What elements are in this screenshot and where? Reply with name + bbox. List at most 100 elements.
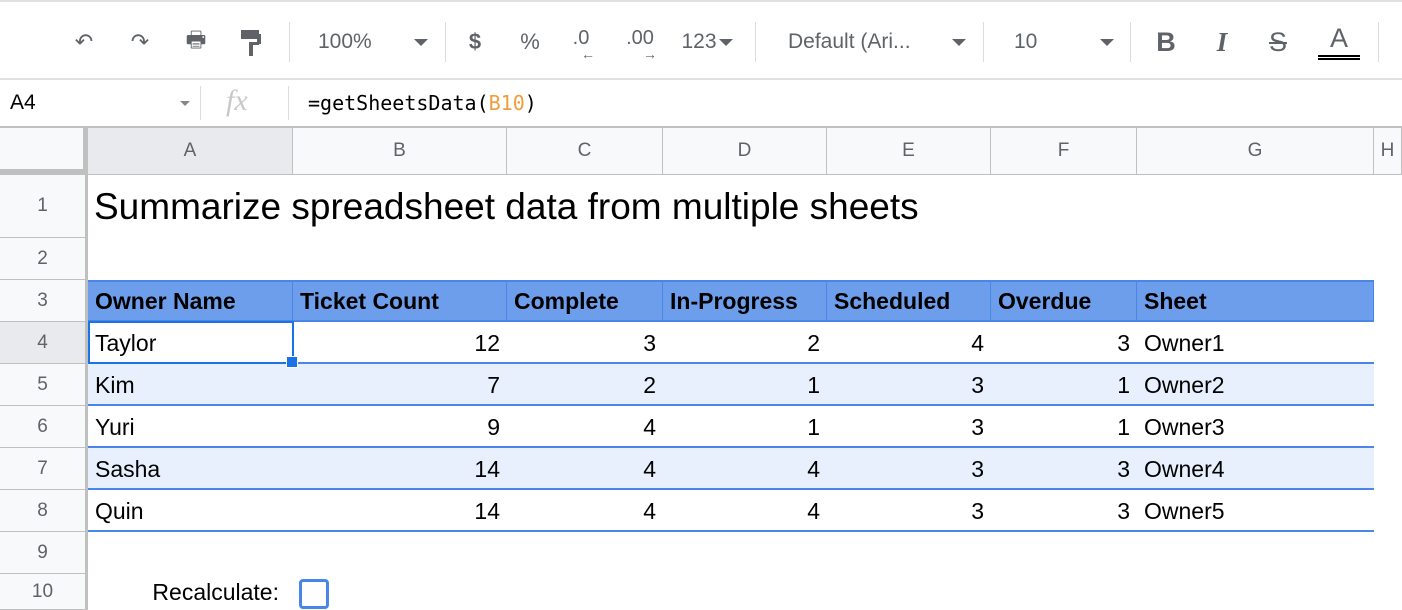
increase-decimal-label: .00 [626, 26, 654, 49]
decrease-decimal-button[interactable]: .0 ← [563, 26, 599, 62]
table-cell[interactable]: 9 [487, 413, 500, 440]
row-header-8[interactable]: 8 [0, 490, 88, 532]
table-cell[interactable]: 12 [474, 329, 500, 356]
name-box[interactable]: A4 [10, 80, 190, 126]
row-header-5[interactable]: 5 [0, 364, 88, 406]
table-cell[interactable]: 4 [643, 497, 656, 524]
column-header-a[interactable]: A [88, 128, 293, 174]
row-header-7[interactable]: 7 [0, 448, 88, 490]
table-cell[interactable]: Owner2 [1144, 371, 1225, 398]
formula-bar: A4 fx =getSheetsData(B10) [0, 80, 1402, 128]
table-header-cell[interactable]: Ticket Count [293, 280, 507, 322]
table-cell[interactable]: 1 [1117, 413, 1130, 440]
row-header-1[interactable]: 1 [0, 175, 88, 238]
table-cell[interactable]: 1 [807, 371, 820, 398]
row-header-3[interactable]: 3 [0, 280, 88, 322]
column-header-f[interactable]: F [991, 128, 1137, 174]
row-header-10[interactable]: 10 [0, 574, 88, 610]
toolbar: ↶ ↷ 🖶 100% $ % .0 ← .00 → 123 Default (Ari… [0, 0, 1402, 80]
table-cell[interactable]: Sasha [95, 455, 161, 482]
table-cell[interactable]: 4 [807, 455, 820, 482]
table-cell[interactable]: 4 [643, 455, 656, 482]
table-cell[interactable]: 14 [474, 455, 500, 482]
table-header-cell[interactable]: Owner Name [88, 280, 293, 322]
column-header-d[interactable]: D [663, 128, 827, 174]
font-size-value: 10 [1014, 30, 1038, 53]
table-cell[interactable]: Owner3 [1144, 413, 1225, 440]
row-header-6[interactable]: 6 [0, 406, 88, 448]
zoom-value: 100% [318, 30, 372, 53]
table-cell[interactable]: Taylor [95, 329, 157, 356]
table-cell[interactable]: 3 [1117, 329, 1130, 356]
formula-text: =getSheetsData( [308, 91, 489, 115]
table-cell[interactable]: 3 [971, 455, 984, 482]
table-cell[interactable]: Owner1 [1144, 329, 1225, 356]
column-header-g[interactable]: G [1137, 128, 1374, 174]
table-cell[interactable]: 2 [807, 329, 820, 356]
bold-button[interactable]: B [1156, 26, 1176, 57]
table-cell[interactable]: Owner5 [1144, 497, 1225, 524]
table-header-cell[interactable]: Complete [507, 280, 663, 322]
fx-icon: fx [226, 84, 248, 117]
row-header-4[interactable]: 4 [0, 322, 88, 364]
zoom-select[interactable]: 100% [318, 26, 428, 58]
table-cell[interactable]: 4 [807, 497, 820, 524]
table-cell[interactable]: 4 [971, 329, 984, 356]
font-value: Default (Ari... [788, 30, 911, 53]
recalculate-checkbox[interactable] [299, 579, 329, 609]
table-cell[interactable]: 3 [1117, 455, 1130, 482]
row-header-2[interactable]: 2 [0, 238, 88, 280]
formula-reference: B10 [488, 91, 525, 115]
more-formats-label: 123 [681, 30, 717, 53]
formula-input[interactable]: =getSheetsData(B10) [308, 80, 537, 126]
table-row [88, 490, 1374, 532]
table-cell[interactable]: 2 [643, 371, 656, 398]
paint-format-icon[interactable] [236, 26, 266, 58]
strikethrough-button[interactable]: S [1268, 26, 1287, 57]
table-cell[interactable]: 3 [643, 329, 656, 356]
table-header-cell[interactable]: In-Progress [663, 280, 827, 322]
more-formats-button[interactable]: 123 [676, 26, 738, 58]
font-select[interactable]: Default (Ari... [788, 26, 966, 58]
fill-handle[interactable] [286, 356, 298, 368]
print-icon[interactable]: 🖶 [185, 27, 207, 52]
row-header-9[interactable]: 9 [0, 532, 88, 574]
font-size-select[interactable]: 10 [1014, 26, 1114, 58]
column-header-h[interactable]: H [1374, 128, 1402, 174]
table-cell[interactable]: Quin [95, 497, 144, 524]
table-cell[interactable]: Owner4 [1144, 455, 1225, 482]
chevron-down-icon [1100, 38, 1114, 46]
column-header-e[interactable]: E [827, 128, 991, 174]
table-header-cell[interactable]: Scheduled [827, 280, 991, 322]
table-cell[interactable]: 3 [971, 497, 984, 524]
undo-icon[interactable]: ↶ [74, 29, 94, 54]
arrow-right-icon: → [643, 45, 657, 62]
column-header-b[interactable]: B [293, 128, 507, 174]
table-cell[interactable]: Kim [95, 371, 135, 398]
chevron-down-icon [414, 38, 428, 46]
table-cell[interactable]: 1 [807, 413, 820, 440]
currency-button[interactable]: $ [468, 29, 482, 54]
table-cell[interactable]: 4 [643, 413, 656, 440]
italic-button[interactable]: I [1216, 26, 1228, 57]
table-cell[interactable]: 3 [1117, 497, 1130, 524]
percent-button[interactable]: % [520, 29, 540, 54]
column-header-c[interactable]: C [507, 128, 663, 174]
table-cell[interactable]: 3 [971, 413, 984, 440]
table-cell[interactable]: 3 [971, 371, 984, 398]
select-all-corner[interactable] [0, 128, 88, 174]
table-cell[interactable]: 14 [474, 497, 500, 524]
table-header-cell[interactable]: Sheet [1137, 280, 1374, 322]
table-cell[interactable]: 7 [487, 371, 500, 398]
table-header-cell[interactable]: Overdue [991, 280, 1137, 322]
recalculate-label: Recalculate: [152, 578, 279, 605]
redo-icon[interactable]: ↷ [130, 29, 150, 54]
increase-decimal-button[interactable]: .00 → [618, 26, 662, 62]
arrow-left-icon: ← [581, 45, 595, 62]
sheet-title[interactable]: Summarize spreadsheet data from multiple… [94, 185, 919, 227]
text-color-button[interactable]: A [1318, 22, 1360, 60]
decrease-decimal-label: .0 [572, 26, 590, 49]
table-cell[interactable]: 1 [1117, 371, 1130, 398]
table-cell[interactable]: Yuri [95, 413, 135, 440]
